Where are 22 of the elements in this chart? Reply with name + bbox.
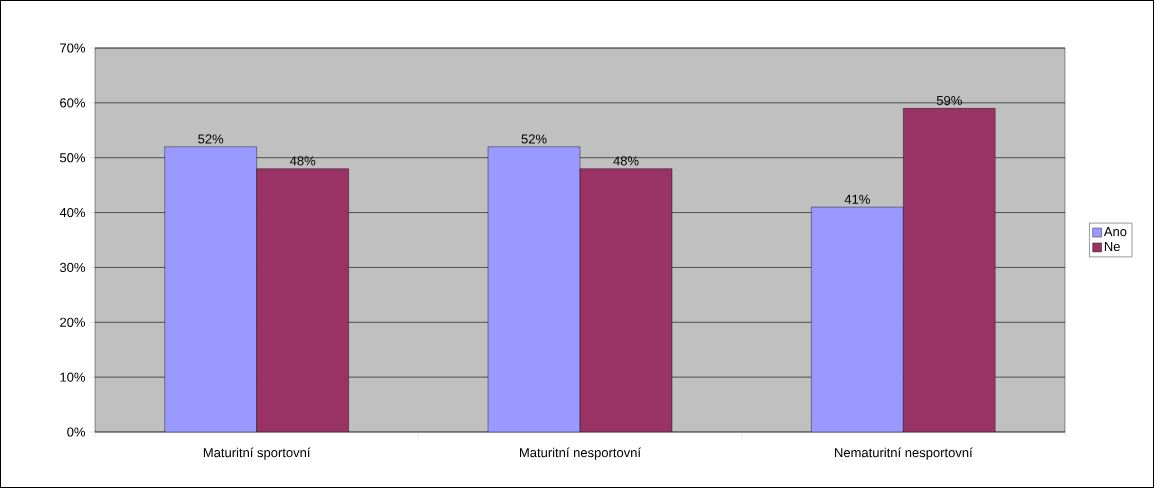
x-tick-label: Nematuritní nesportovní	[835, 447, 973, 460]
x-tick-label: Maturitní sportovní	[203, 447, 311, 460]
bar	[164, 146, 257, 432]
data-label: 41%	[844, 194, 870, 204]
bar	[487, 146, 581, 432]
data-label: 48%	[613, 156, 639, 166]
x-tick-label: Maturitní nesportovní	[520, 447, 641, 460]
y-tick-label: 50%	[59, 153, 86, 163]
y-tick-label: 70%	[60, 43, 86, 53]
data-label: 48%	[289, 156, 316, 166]
data-label: 59%	[936, 95, 962, 106]
data-label: 52%	[521, 134, 547, 144]
legend-label: Ano	[1103, 227, 1127, 237]
y-tick-label: 40%	[59, 207, 86, 218]
bar	[811, 206, 904, 432]
y-tick-label: 10%	[60, 372, 86, 382]
y-tick-label: 20%	[60, 317, 86, 327]
data-label: 52%	[198, 134, 224, 144]
legend-label: Ne	[1104, 242, 1120, 252]
y-tick-label: 0%	[67, 427, 86, 437]
y-tick-label: 30%	[59, 262, 86, 273]
y-tick-label: 60%	[60, 98, 86, 108]
